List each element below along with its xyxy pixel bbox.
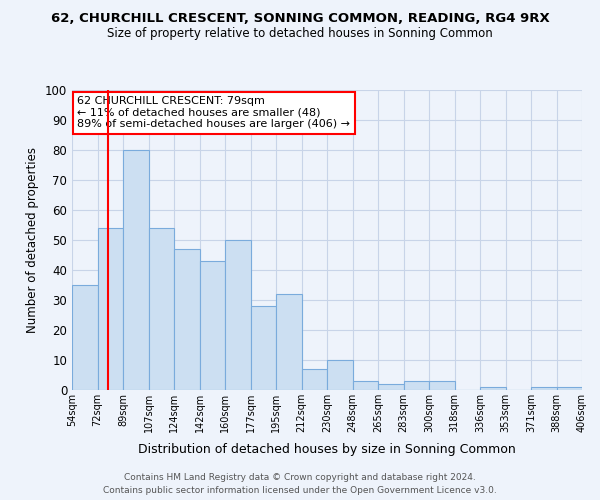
Bar bbox=[97, 228, 123, 390]
Bar bbox=[174, 249, 199, 390]
Text: 62, CHURCHILL CRESCENT, SONNING COMMON, READING, RG4 9RX: 62, CHURCHILL CRESCENT, SONNING COMMON, … bbox=[50, 12, 550, 26]
Bar bbox=[480, 387, 505, 390]
Bar bbox=[404, 381, 429, 390]
Bar bbox=[149, 228, 174, 390]
Bar bbox=[199, 261, 225, 390]
Bar bbox=[531, 387, 557, 390]
Bar bbox=[327, 360, 353, 390]
Bar bbox=[302, 369, 327, 390]
Bar bbox=[225, 240, 251, 390]
Text: 62 CHURCHILL CRESCENT: 79sqm
← 11% of detached houses are smaller (48)
89% of se: 62 CHURCHILL CRESCENT: 79sqm ← 11% of de… bbox=[77, 96, 350, 129]
Bar bbox=[378, 384, 404, 390]
Bar bbox=[353, 381, 378, 390]
Bar bbox=[123, 150, 149, 390]
Bar bbox=[276, 294, 302, 390]
Text: Contains public sector information licensed under the Open Government Licence v3: Contains public sector information licen… bbox=[103, 486, 497, 495]
Bar bbox=[429, 381, 455, 390]
Bar bbox=[251, 306, 276, 390]
Text: Size of property relative to detached houses in Sonning Common: Size of property relative to detached ho… bbox=[107, 28, 493, 40]
Bar bbox=[557, 387, 582, 390]
Text: Distribution of detached houses by size in Sonning Common: Distribution of detached houses by size … bbox=[138, 442, 516, 456]
Bar bbox=[72, 285, 97, 390]
Text: Contains HM Land Registry data © Crown copyright and database right 2024.: Contains HM Land Registry data © Crown c… bbox=[124, 472, 476, 482]
Y-axis label: Number of detached properties: Number of detached properties bbox=[26, 147, 40, 333]
